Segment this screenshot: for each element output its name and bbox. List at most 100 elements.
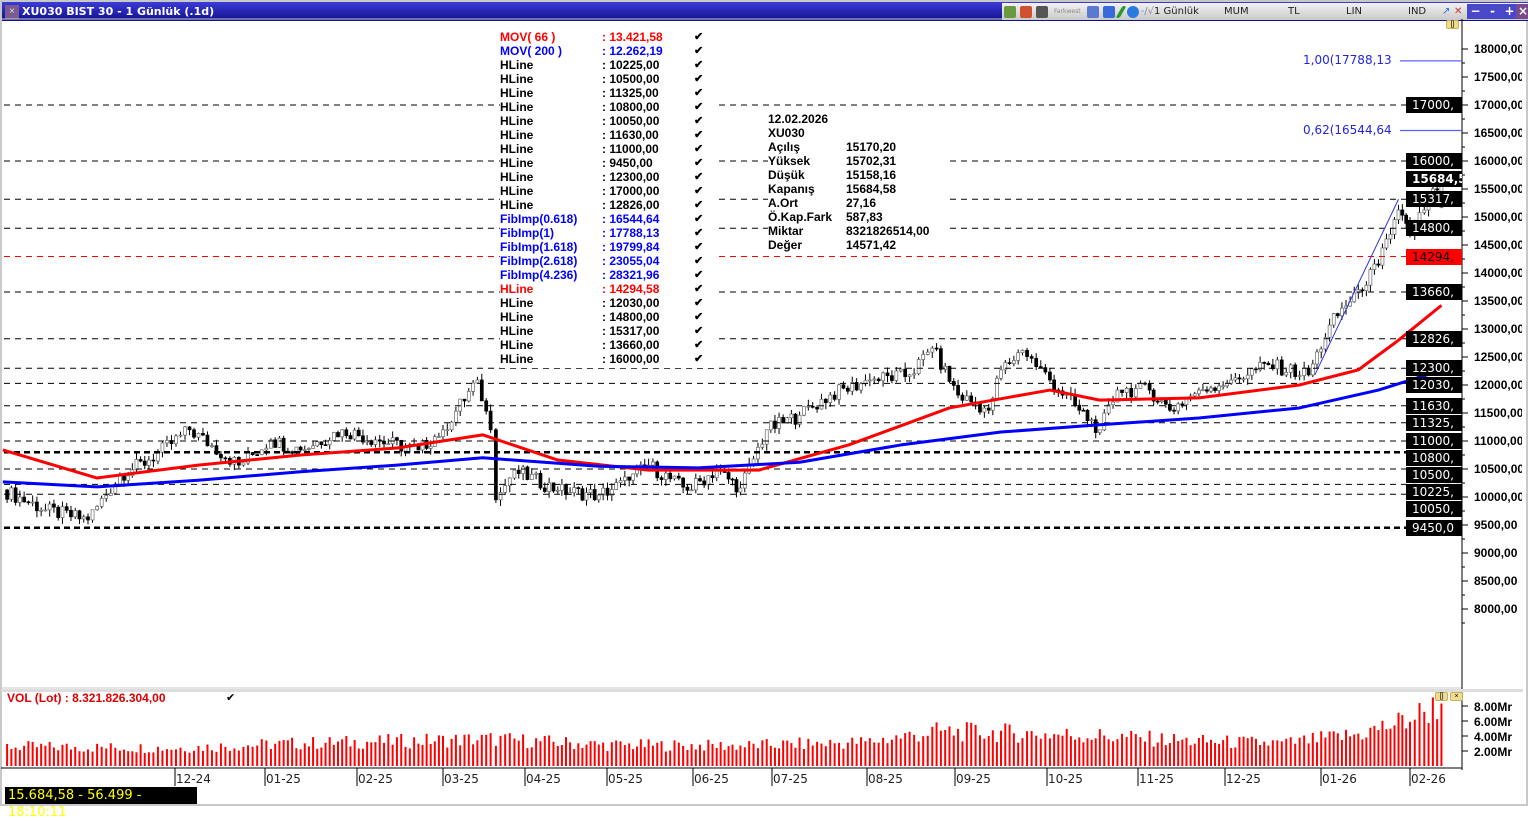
legend-row[interactable]: HLine: 11630,00 ✔ (500, 128, 715, 142)
currency-icon[interactable] (1020, 5, 1032, 18)
volume-bar (548, 735, 551, 766)
legend-row[interactable]: MOV( 66 ): 13.421,58 ✔ (500, 30, 715, 44)
move-icon[interactable] (1126, 5, 1139, 18)
visible-check-icon[interactable]: ✔ (694, 311, 704, 323)
candle-body (584, 492, 589, 501)
visible-check-icon[interactable]: ✔ (694, 73, 704, 85)
legend-row[interactable]: HLine: 14800,00 ✔ (500, 310, 715, 324)
visible-check-icon[interactable]: ✔ (694, 269, 704, 281)
visible-check-icon[interactable]: ✔ (694, 199, 704, 211)
visible-check-icon[interactable]: ✔ (694, 283, 704, 295)
legend-row[interactable]: FibImp(4.236): 28321,96 ✔ (500, 268, 715, 282)
indicator-select[interactable]: IND (1408, 6, 1427, 17)
maximize-button[interactable]: + (1501, 4, 1518, 19)
candle (672, 475, 677, 481)
visible-check-icon[interactable]: ✔ (694, 325, 704, 337)
legend-row[interactable]: HLine: 10500,00 ✔ (500, 72, 715, 86)
volume-bar (765, 739, 768, 766)
legend-row[interactable]: MOV( 200 ): 12.262,19 ✔ (500, 44, 715, 58)
visible-check-icon[interactable]: ✔ (694, 255, 704, 267)
visible-check-icon[interactable]: ✔ (694, 101, 704, 113)
visible-check-icon[interactable]: ✔ (694, 213, 704, 225)
legend-row[interactable]: HLine: 10800,00 ✔ (500, 100, 715, 114)
arrow-icon[interactable]: ↗ (1442, 6, 1451, 17)
legend-row[interactable]: HLine: 10050,00 ✔ (500, 114, 715, 128)
chart-icon[interactable] (1102, 5, 1115, 18)
restore-button[interactable]: - (1484, 4, 1501, 19)
legend-row[interactable]: FibImp(2.618): 23055,04 ✔ (500, 254, 715, 268)
info-row: Düşük 15158,16 (768, 168, 948, 182)
visible-check-icon[interactable]: ✔ (694, 31, 704, 43)
indicator-icon[interactable] (1004, 5, 1016, 18)
legend-row[interactable]: HLine: 12826,00 ✔ (500, 198, 715, 212)
visible-check-icon[interactable]: ✔ (694, 115, 704, 127)
legend-row[interactable]: HLine: 11325,00 ✔ (500, 86, 715, 100)
legend-row[interactable]: HLine: 14294,58 ✔ (500, 282, 715, 296)
legend-row[interactable]: FibImp(1.618): 19799,84 ✔ (500, 240, 715, 254)
candle-body (681, 477, 685, 488)
visible-check-icon[interactable]: ✔ (694, 171, 704, 183)
y-tick-label: 9000,00 (1474, 546, 1518, 560)
line-tool-icon[interactable]: -/√ (1140, 6, 1154, 17)
volume-bar (193, 750, 196, 766)
visible-check-icon[interactable]: ✔ (694, 353, 704, 365)
close-window-icon[interactable]: × (5, 4, 19, 19)
candle-body (311, 445, 315, 449)
tools-icon[interactable]: ✕ (1454, 6, 1463, 17)
chart-type-select[interactable]: MUM (1224, 6, 1249, 17)
info-row: Değer 14571,42 (768, 238, 948, 252)
visible-check-icon[interactable]: ✔ (694, 241, 704, 253)
visible-check-icon[interactable]: ✔ (694, 45, 704, 57)
candle (503, 479, 508, 496)
volume-bar (1431, 697, 1434, 766)
close-button[interactable]: × (1516, 4, 1528, 19)
legend-row[interactable]: HLine: 13660,00 ✔ (500, 338, 715, 352)
legend-row[interactable]: HLine: 16000,00 ✔ (500, 352, 715, 366)
volume-bar (656, 742, 659, 766)
panel-restore-button[interactable]: [] (1446, 20, 1459, 29)
candle-body (471, 382, 475, 392)
grid-icon[interactable] (1086, 5, 1099, 18)
legend-row[interactable]: HLine: 17000,00 ✔ (500, 184, 715, 198)
legend-row[interactable]: HLine: 15317,00 ✔ (500, 324, 715, 338)
volume-bar (1254, 738, 1257, 766)
legend-row[interactable]: FibImp(0.618): 16544,64 ✔ (500, 212, 715, 226)
info-symbol: XU030 (768, 126, 805, 140)
scale-select[interactable]: LIN (1346, 6, 1363, 17)
legend-row[interactable]: HLine: 10225,00 ✔ (500, 58, 715, 72)
candle (9, 485, 14, 502)
candle-body (90, 509, 95, 521)
candle-body (1016, 352, 1021, 361)
visible-check-icon[interactable]: ✔ (694, 339, 704, 351)
minimize-button[interactable]: − (1467, 4, 1484, 19)
period-select[interactable]: 1 Günlük (1154, 6, 1199, 17)
volume-restore-button[interactable]: [] (1435, 692, 1448, 701)
candle (547, 477, 551, 498)
candle (1003, 359, 1008, 374)
currency-select[interactable]: TL (1288, 6, 1300, 17)
volume-close-button[interactable]: × (1450, 692, 1463, 701)
candle-body (264, 447, 269, 451)
legend-row[interactable]: HLine: 11000,00 ✔ (500, 142, 715, 156)
visible-check-icon[interactable]: ✔ (694, 297, 704, 309)
volume-bar (1393, 725, 1396, 766)
visible-check-icon[interactable]: ✔ (694, 157, 704, 169)
legend-value: : 15317,00 (602, 324, 660, 338)
visible-check-icon[interactable]: ✔ (694, 227, 704, 239)
visible-check-icon[interactable]: ✔ (694, 143, 704, 155)
volume-bar (719, 742, 722, 766)
candle-body (588, 489, 593, 493)
legend-row[interactable]: HLine: 12300,00 ✔ (500, 170, 715, 184)
legend-row[interactable]: HLine: 9450,00 ✔ (500, 156, 715, 170)
legend-row[interactable]: FibImp(1): 17788,13 ✔ (500, 226, 715, 240)
legend-row[interactable]: HLine: 12030,00 ✔ (500, 296, 715, 310)
candle-body (1120, 389, 1124, 393)
volume-visible-check-icon[interactable]: ✔ (226, 692, 236, 704)
candle (982, 405, 987, 418)
visible-check-icon[interactable]: ✔ (694, 59, 704, 71)
visible-check-icon[interactable]: ✔ (694, 185, 704, 197)
layout-icon[interactable] (1036, 5, 1048, 18)
visible-check-icon[interactable]: ✔ (694, 129, 704, 141)
visible-check-icon[interactable]: ✔ (694, 87, 704, 99)
